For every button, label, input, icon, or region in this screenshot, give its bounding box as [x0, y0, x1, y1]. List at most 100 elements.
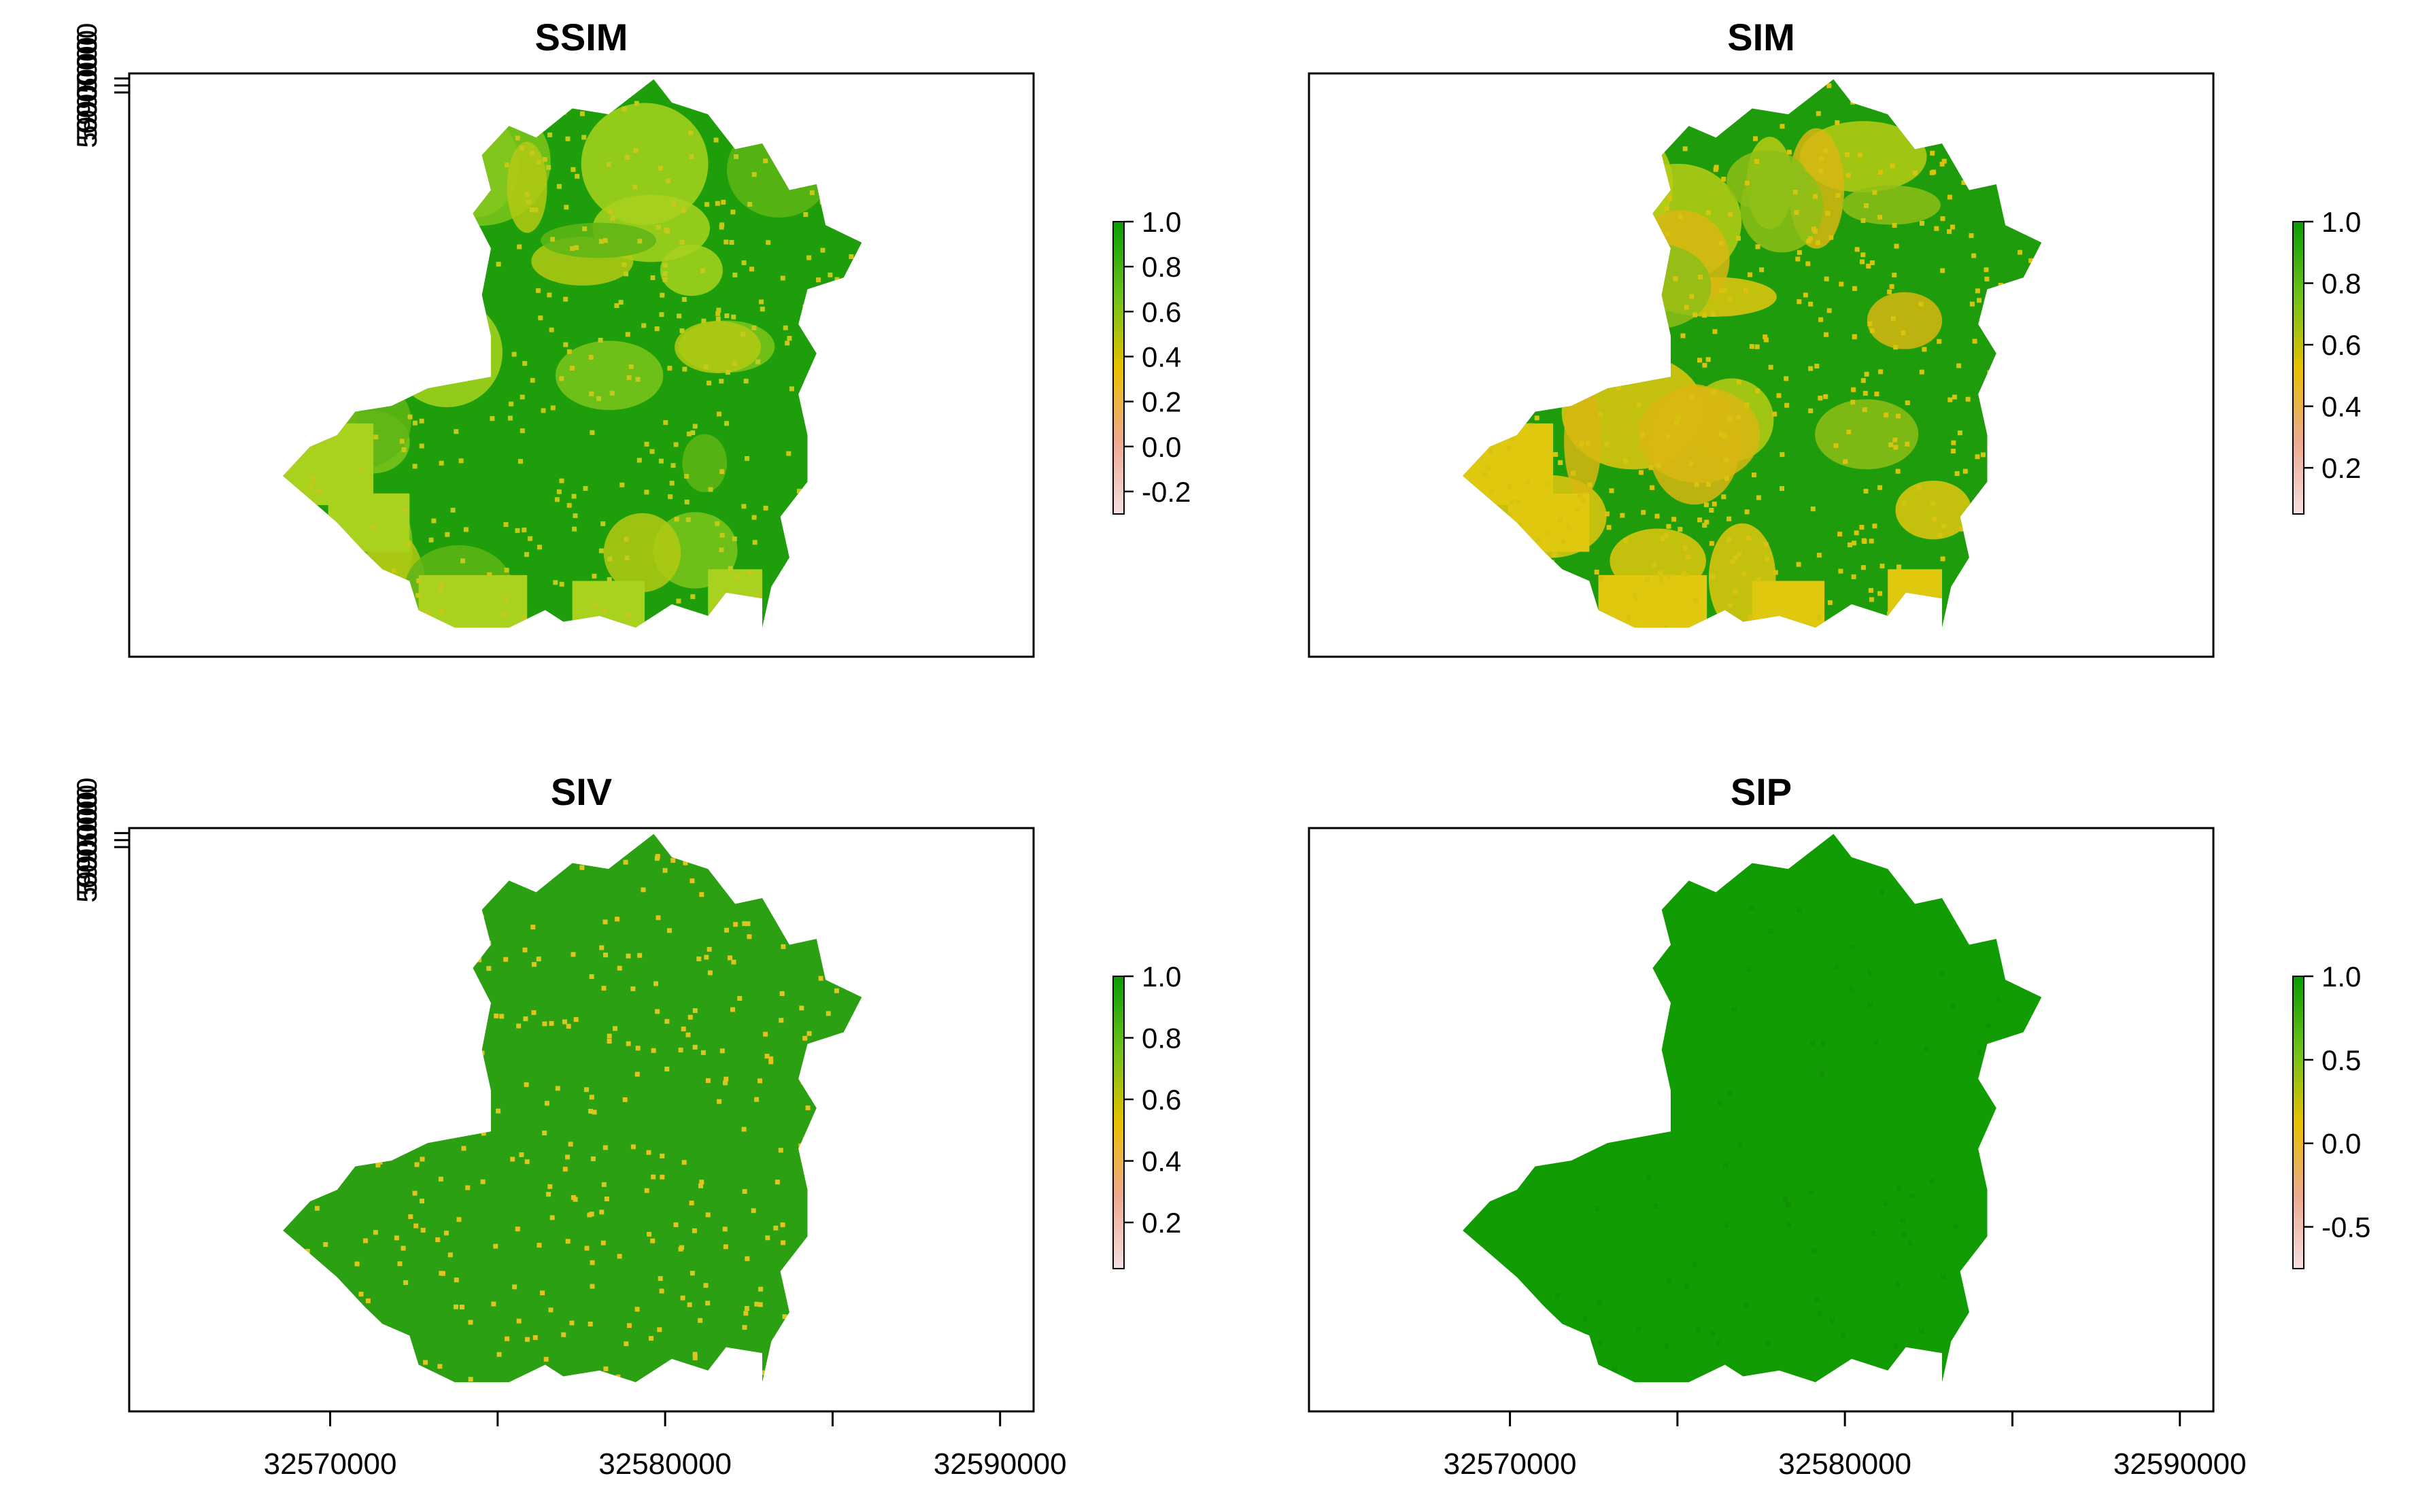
raster-pixel: [1597, 1340, 1603, 1345]
raster-pixel: [381, 1137, 387, 1142]
raster-pixel: [1658, 120, 1664, 125]
raster-pixel: [390, 127, 396, 133]
raster-pixel: [515, 1226, 520, 1232]
raster-pixel: [840, 1230, 846, 1235]
raster-pixel: [658, 165, 663, 171]
raster-pixel: [868, 961, 873, 965]
raster-pixel: [833, 464, 838, 470]
raster-pixel: [630, 634, 634, 638]
raster-pixel: [362, 322, 367, 328]
legend-tick-label: 0.0: [1142, 431, 1181, 463]
raster-pixel: [575, 173, 580, 179]
x-tick-label: 32590000: [2113, 1447, 2247, 1481]
raster-pixel: [1992, 604, 1997, 608]
raster-pixel: [662, 277, 668, 282]
raster-pixel: [362, 838, 368, 843]
legend-tick-label: 1.0: [1142, 206, 1181, 238]
raster-pixel: [450, 173, 456, 179]
raster-pixel: [730, 593, 735, 598]
raster-pixel: [868, 289, 873, 294]
raster-pixel: [401, 447, 407, 452]
raster-patch: [1478, 79, 1573, 201]
raster-pixel: [599, 1209, 605, 1215]
raster-pixel: [627, 1323, 632, 1328]
raster-pixel: [729, 240, 734, 245]
raster-pixel: [1857, 152, 1862, 158]
raster-pixel: [342, 1315, 347, 1320]
raster-pixel: [1759, 267, 1765, 273]
raster-pixel: [1727, 297, 1733, 303]
raster-pixel: [298, 442, 303, 447]
y-tick-label: 5995000: [71, 785, 103, 896]
raster-pixel: [1522, 600, 1528, 606]
raster-pixel: [512, 1284, 517, 1290]
raster-pixel: [1958, 526, 1964, 532]
raster-pixel: [1570, 317, 1575, 322]
raster-pixel: [698, 1183, 703, 1188]
raster-pixel: [692, 1228, 697, 1233]
raster-pixel: [549, 1215, 555, 1220]
raster-pixel: [802, 1035, 808, 1041]
raster-pixel: [325, 567, 330, 572]
raster-pixel: [1786, 1222, 1791, 1227]
raster-pixel: [1994, 572, 2000, 577]
raster-pixel: [1592, 217, 1597, 222]
raster-pixel: [420, 1228, 426, 1233]
raster-pixel: [1950, 224, 1955, 230]
raster-pixel: [345, 85, 351, 90]
raster-pixel: [520, 428, 525, 434]
raster-pixel: [309, 1393, 314, 1398]
legend-tick-label: 0.8: [1142, 251, 1181, 283]
raster-pixel: [504, 568, 509, 573]
raster-pixel: [1930, 501, 1936, 506]
raster-pixel: [377, 88, 383, 93]
raster-pixel: [543, 1356, 549, 1362]
raster-pixel: [1607, 96, 1613, 101]
raster-pixel: [1671, 517, 1677, 522]
raster-pixel: [1825, 211, 1831, 216]
raster-pixel: [316, 488, 322, 494]
raster-pixel: [462, 1086, 468, 1091]
raster-pixel: [441, 361, 447, 366]
raster-pixel: [520, 145, 525, 151]
raster-pixel: [2008, 99, 2013, 104]
raster-pixel: [1549, 560, 1554, 565]
raster-pixel: [633, 148, 639, 153]
raster-pixel: [1604, 442, 1610, 447]
raster-pixel: [677, 313, 682, 319]
raster-pixel: [429, 645, 434, 649]
raster-pixel: [1947, 229, 1952, 235]
raster-pixel: [1813, 228, 1818, 234]
raster-patch: [1598, 574, 1707, 628]
raster-pixel: [559, 581, 564, 587]
raster-pixel: [1581, 498, 1586, 504]
raster-pixel: [1784, 376, 1789, 381]
raster-pixel: [568, 1141, 573, 1147]
raster-pixel: [1890, 163, 1895, 169]
raster-pixel: [1530, 321, 1535, 326]
raster-pixel: [284, 925, 290, 931]
raster-pixel: [2020, 214, 2025, 220]
raster-pixel: [1641, 356, 1647, 362]
raster-pixel: [1809, 1190, 1814, 1195]
raster-pixel: [608, 209, 613, 214]
raster-pixel: [454, 429, 459, 434]
raster-pixel: [1784, 402, 1790, 408]
raster-pixel: [670, 858, 676, 863]
raster-pixel: [758, 1302, 763, 1307]
raster-pixel: [838, 1326, 844, 1331]
raster-pixel: [1665, 433, 1671, 439]
raster-pixel: [1869, 597, 1874, 602]
raster-pixel: [851, 98, 856, 103]
raster-pixel: [860, 432, 862, 438]
raster-pixel: [475, 899, 480, 904]
y-tick-label: 5995000: [71, 30, 103, 141]
raster-pixel: [1487, 1350, 1493, 1355]
raster-pixel: [857, 1401, 862, 1406]
raster-pixel: [715, 201, 720, 206]
raster-pixel: [1874, 391, 1879, 396]
raster-pixel: [1650, 224, 1656, 230]
raster-pixel: [1850, 400, 1856, 405]
raster-pixel: [785, 621, 791, 626]
raster-patch: [507, 141, 547, 233]
